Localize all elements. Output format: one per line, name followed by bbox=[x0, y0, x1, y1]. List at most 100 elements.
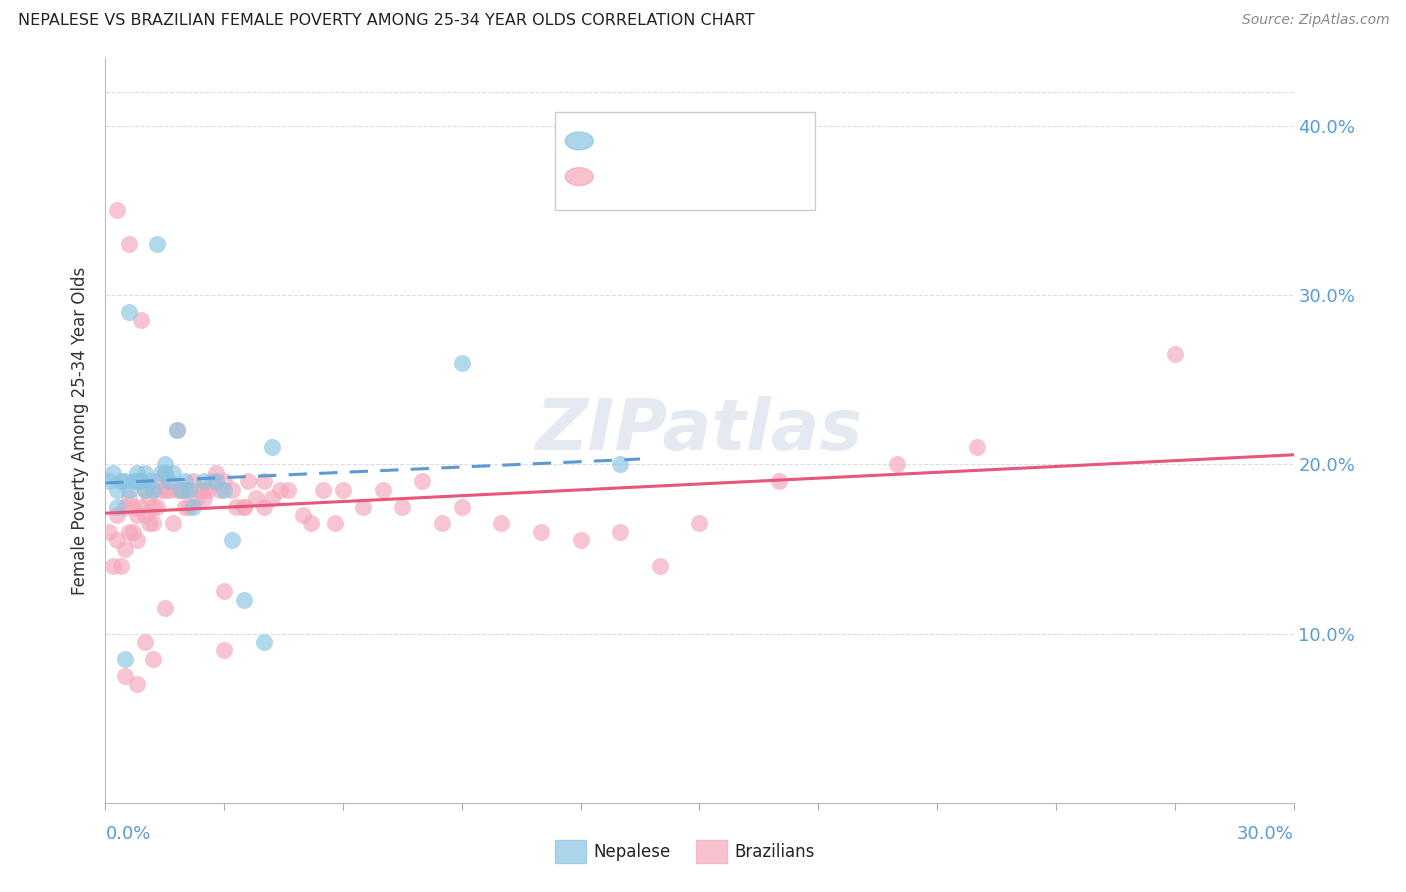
Nepalese bbox=[153, 457, 176, 471]
Nepalese bbox=[177, 483, 200, 497]
Nepalese bbox=[153, 466, 176, 480]
Nepalese bbox=[162, 466, 184, 480]
Brazilians bbox=[157, 483, 180, 497]
Brazilians bbox=[323, 516, 346, 531]
Nepalese bbox=[157, 474, 180, 488]
Brazilians bbox=[214, 474, 236, 488]
Brazilians bbox=[225, 500, 247, 514]
Text: Brazilians: Brazilians bbox=[734, 843, 814, 861]
Brazilians bbox=[689, 516, 711, 531]
Brazilians bbox=[299, 516, 322, 531]
Brazilians bbox=[277, 483, 299, 497]
Brazilians bbox=[214, 643, 236, 657]
Brazilians bbox=[193, 483, 215, 497]
Text: Nepalese: Nepalese bbox=[593, 843, 671, 861]
Nepalese bbox=[146, 237, 169, 252]
Nepalese bbox=[114, 652, 136, 666]
Brazilians bbox=[129, 500, 152, 514]
Brazilians bbox=[966, 440, 988, 454]
Brazilians bbox=[768, 474, 790, 488]
Nepalese bbox=[110, 474, 132, 488]
Brazilians bbox=[146, 474, 169, 488]
Brazilians bbox=[269, 483, 291, 497]
Nepalese bbox=[173, 474, 195, 488]
Brazilians bbox=[205, 466, 228, 480]
Nepalese bbox=[98, 474, 121, 488]
Brazilians bbox=[134, 483, 156, 497]
Nepalese bbox=[127, 466, 149, 480]
Brazilians bbox=[411, 474, 433, 488]
Brazilians bbox=[122, 500, 145, 514]
Brazilians bbox=[105, 203, 128, 218]
Nepalese bbox=[105, 483, 128, 497]
Nepalese bbox=[170, 483, 193, 497]
Brazilians bbox=[450, 500, 472, 514]
Brazilians bbox=[142, 652, 165, 666]
Brazilians bbox=[173, 500, 195, 514]
Brazilians bbox=[197, 483, 219, 497]
Brazilians bbox=[292, 508, 315, 522]
Brazilians bbox=[118, 524, 141, 539]
Nepalese bbox=[260, 440, 283, 454]
Brazilians bbox=[129, 313, 152, 327]
Nepalese bbox=[129, 474, 152, 488]
Nepalese bbox=[142, 483, 165, 497]
Brazilians bbox=[214, 584, 236, 599]
Brazilians bbox=[886, 457, 908, 471]
Brazilians bbox=[149, 483, 172, 497]
Brazilians bbox=[253, 500, 276, 514]
Brazilians bbox=[236, 474, 259, 488]
Brazilians bbox=[233, 500, 256, 514]
Brazilians bbox=[142, 516, 165, 531]
Nepalese bbox=[118, 305, 141, 319]
Brazilians bbox=[122, 524, 145, 539]
Text: 0.0%: 0.0% bbox=[105, 825, 150, 843]
Brazilians bbox=[153, 601, 176, 615]
Nepalese bbox=[127, 474, 149, 488]
Brazilians bbox=[166, 424, 188, 438]
Brazilians bbox=[98, 524, 121, 539]
Brazilians bbox=[114, 669, 136, 683]
Brazilians bbox=[371, 483, 394, 497]
Brazilians bbox=[260, 491, 283, 505]
Nepalese bbox=[221, 533, 243, 548]
Brazilians bbox=[181, 474, 204, 488]
Nepalese bbox=[233, 592, 256, 607]
Brazilians bbox=[233, 500, 256, 514]
Nepalese bbox=[193, 474, 215, 488]
Brazilians bbox=[127, 508, 149, 522]
Brazilians bbox=[245, 491, 267, 505]
Brazilians bbox=[491, 516, 513, 531]
Brazilians bbox=[153, 483, 176, 497]
Nepalese bbox=[103, 466, 125, 480]
Brazilians bbox=[209, 483, 232, 497]
Brazilians bbox=[138, 516, 160, 531]
Brazilians bbox=[142, 500, 165, 514]
Brazilians bbox=[103, 558, 125, 573]
Brazilians bbox=[186, 491, 208, 505]
Nepalese bbox=[149, 466, 172, 480]
Nepalese bbox=[138, 474, 160, 488]
Brazilians bbox=[193, 491, 215, 505]
Nepalese bbox=[105, 500, 128, 514]
Brazilians bbox=[352, 500, 374, 514]
Brazilians bbox=[201, 474, 224, 488]
Brazilians bbox=[114, 500, 136, 514]
Brazilians bbox=[134, 635, 156, 649]
Nepalese bbox=[118, 483, 141, 497]
Brazilians bbox=[170, 483, 193, 497]
Brazilians bbox=[391, 500, 413, 514]
Text: NEPALESE VS BRAZILIAN FEMALE POVERTY AMONG 25-34 YEAR OLDS CORRELATION CHART: NEPALESE VS BRAZILIAN FEMALE POVERTY AMO… bbox=[18, 13, 755, 29]
Text: Source: ZipAtlas.com: Source: ZipAtlas.com bbox=[1241, 13, 1389, 28]
Brazilians bbox=[253, 474, 276, 488]
Nepalese bbox=[122, 474, 145, 488]
Brazilians bbox=[138, 491, 160, 505]
Brazilians bbox=[127, 677, 149, 691]
Nepalese bbox=[134, 466, 156, 480]
Nepalese bbox=[609, 457, 631, 471]
Brazilians bbox=[173, 483, 195, 497]
Brazilians bbox=[609, 524, 631, 539]
Nepalese bbox=[450, 356, 472, 370]
Brazilians bbox=[118, 237, 141, 252]
Brazilians bbox=[312, 483, 335, 497]
